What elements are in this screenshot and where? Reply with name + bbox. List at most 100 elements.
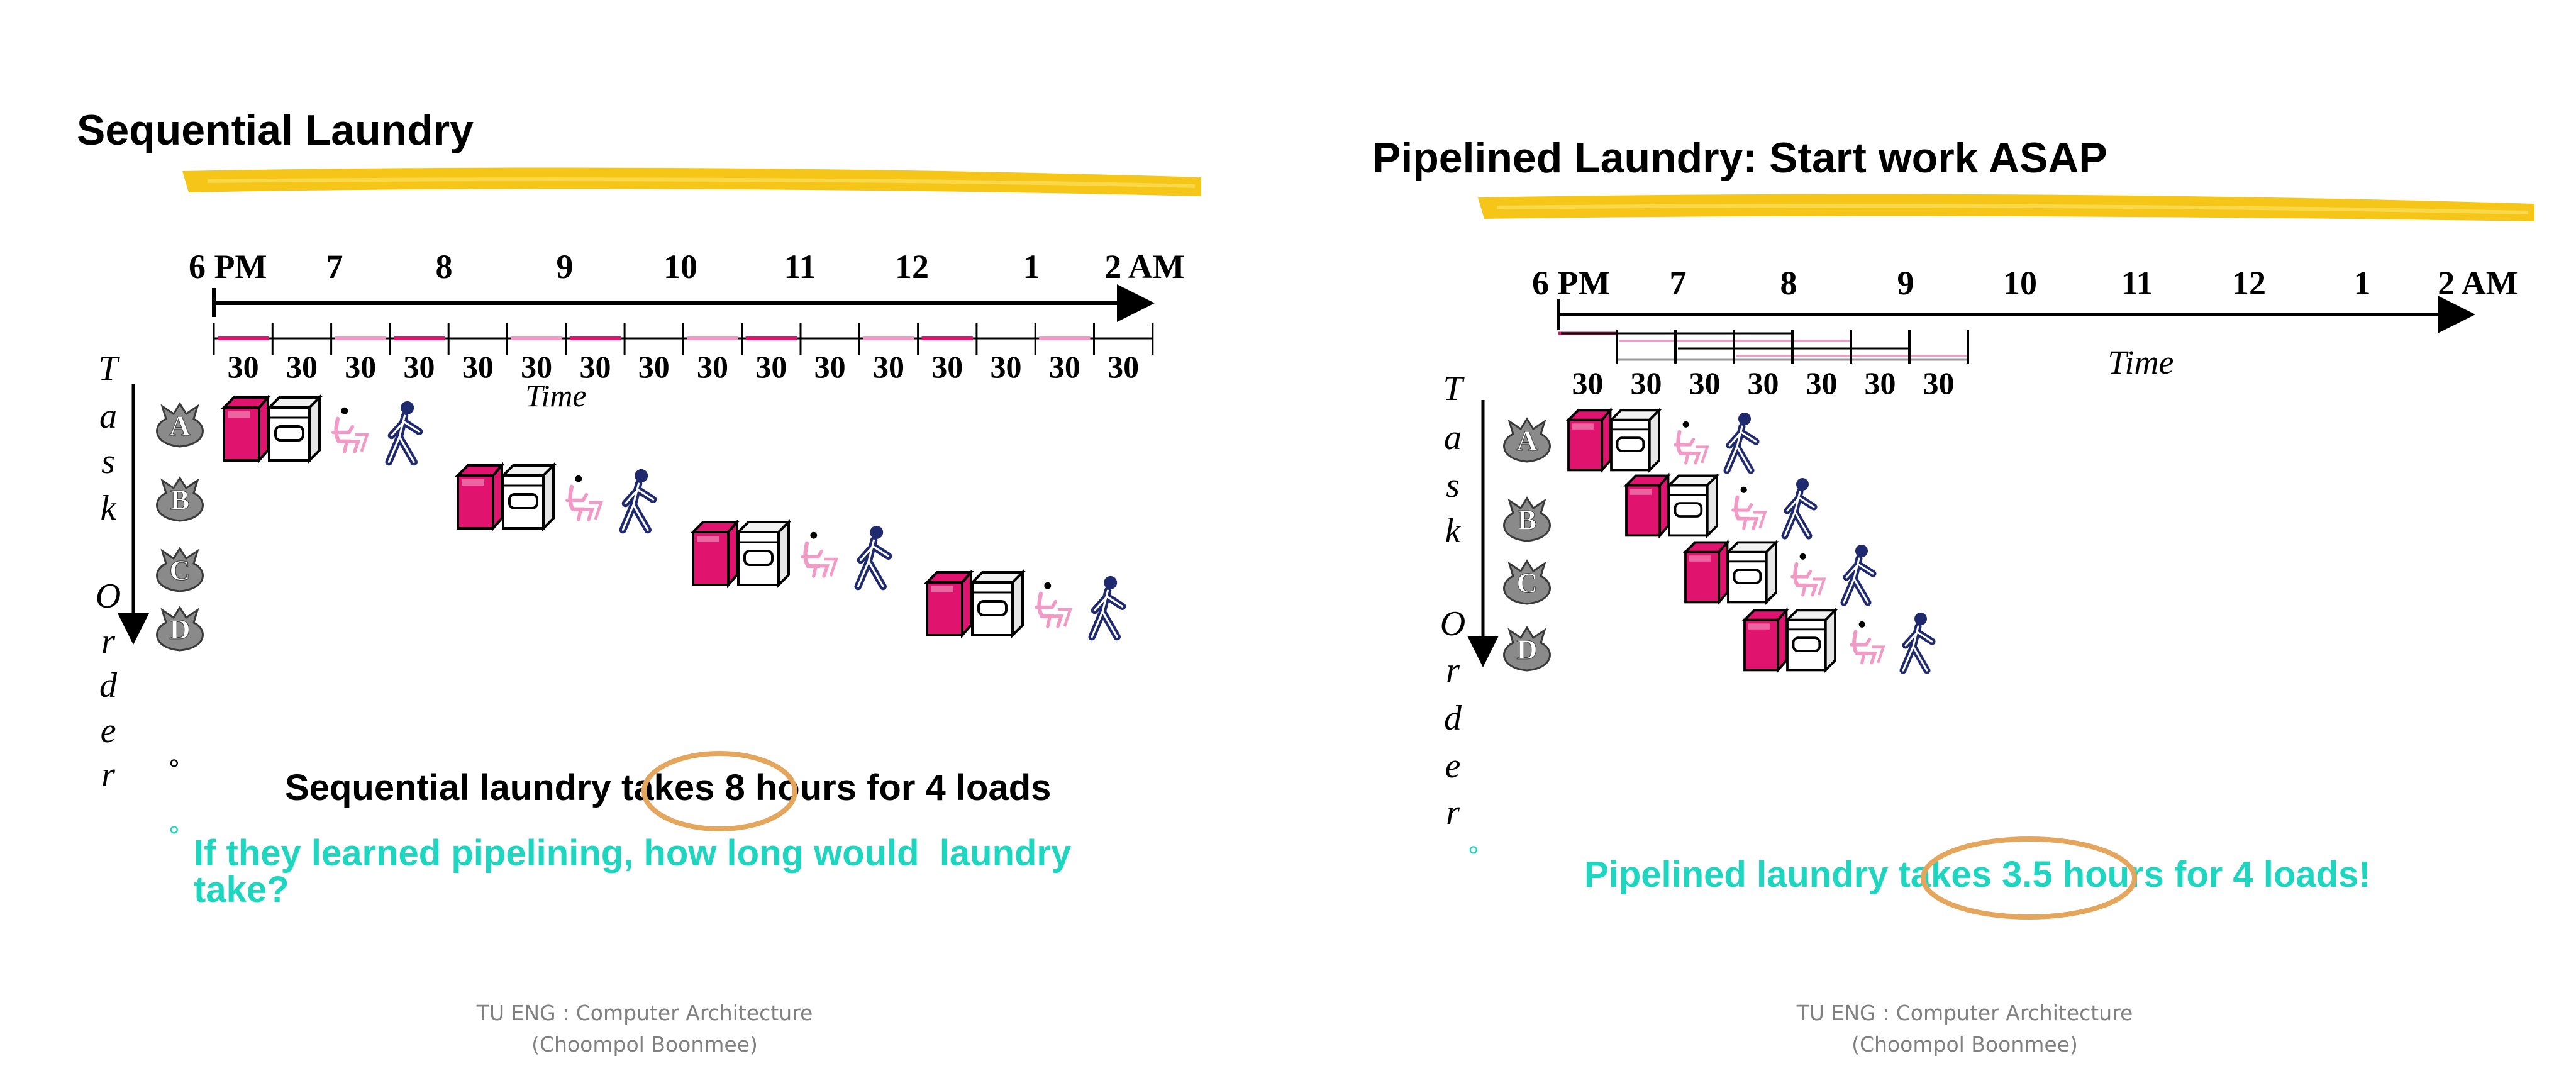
folder-icon — [1036, 582, 1070, 626]
right-slot-label: 30 — [1806, 365, 1838, 401]
left-time-ticks: 6 PM 7 8 9 10 11 12 1 2 AM — [189, 248, 1185, 286]
walker-icon — [389, 401, 419, 462]
left-footer-course: TU ENG : Computer Architecture — [476, 1001, 813, 1025]
right-time-axis — [1557, 296, 2475, 333]
right-load-rows — [1567, 409, 1932, 672]
left-bullet-2: ° If they learned pipelining, how long w… — [169, 821, 1071, 910]
left-bullet-2-line-1: If they learned pipelining, how long wou… — [194, 833, 1071, 874]
left-time-tick-label: 10 — [663, 248, 697, 286]
right-highlight-circle — [1921, 836, 2137, 920]
dryer-icon — [502, 464, 555, 530]
load-letter: A — [1516, 425, 1537, 457]
left-task-order-letter: e — [101, 711, 116, 750]
left-slot-label: 30 — [579, 349, 611, 384]
right-slot-label: 30 — [1923, 365, 1955, 401]
left-task-order-letter: r — [101, 622, 115, 661]
left-footer-author: (Choompol Boonmee) — [531, 1032, 758, 1057]
right-footer-author: (Choompol Boonmee) — [1852, 1032, 2078, 1057]
left-footer: TU ENG : Computer Architecture (Choompol… — [393, 997, 896, 1060]
left-slot-label: 30 — [697, 349, 728, 384]
dryer-icon — [1610, 409, 1660, 472]
washer-icon — [223, 396, 269, 462]
left-time-tick-label: 11 — [784, 248, 816, 286]
right-task-order-letter: r — [1446, 651, 1460, 690]
dryer-icon — [268, 396, 321, 462]
left-bullet-1: ° Sequential laundry takes 8 hours for 4… — [169, 751, 1122, 831]
left-task-order-letter: O — [96, 577, 121, 616]
left-slot-label: 30 — [1049, 349, 1080, 384]
left-load-bags: A B CD — [156, 403, 204, 652]
svg-text:Pipelined laundry takes 3.5 ho: Pipelined laundry takes 3.5 hours for 4 … — [1493, 854, 2441, 895]
right-bullet-post: for 4 loads! — [2164, 854, 2371, 895]
load-letter: B — [170, 484, 190, 516]
folder-icon — [1733, 487, 1765, 528]
left-time-tick-label: 1 — [1023, 248, 1040, 286]
svg-text:Sequential laundry takes 8 hou: Sequential laundry takes 8 hours for 4 l… — [194, 767, 1122, 808]
left-task-order-letter: T — [98, 349, 120, 388]
right-footer-course: TU ENG : Computer Architecture — [1796, 1001, 2133, 1025]
left-task-order-letter: s — [101, 442, 115, 481]
folder-icon — [1792, 553, 1824, 595]
right-time-label: Time — [2107, 343, 2174, 381]
walker-icon — [1785, 478, 1814, 536]
folder-icon — [1675, 421, 1707, 463]
left-time-label: Time — [525, 378, 586, 413]
left-slot-label: 30 — [638, 349, 670, 384]
right-task-order-letter: d — [1444, 699, 1462, 738]
left-slot-label: 30 — [404, 349, 435, 384]
left-time-tick-label: 9 — [557, 248, 574, 286]
walker-icon — [1727, 413, 1756, 470]
walker-icon — [1844, 545, 1873, 603]
right-time-tick-label: 8 — [1780, 264, 1797, 302]
load-letter: D — [1516, 633, 1537, 665]
right-time-tick-label: 6 PM — [1532, 264, 1610, 302]
washer-icon — [692, 521, 738, 586]
washer-icon — [457, 464, 503, 530]
left-task-order-letter: k — [101, 489, 117, 528]
right-slide-title: Pipelined Laundry: Start work ASAP — [1372, 134, 2107, 182]
dryer-icon — [737, 521, 790, 586]
washer-icon — [926, 571, 972, 636]
right-time-tick-label: 11 — [2121, 264, 2153, 302]
left-time-axis — [212, 284, 1155, 322]
left-slot-label: 30 — [814, 349, 846, 384]
left-slot-label: 30 — [931, 349, 963, 384]
svg-text:°: ° — [169, 754, 180, 785]
dryer-icon — [1668, 474, 1718, 537]
right-task-order-letter: e — [1445, 747, 1461, 786]
right-task-order-letter: T — [1443, 369, 1465, 408]
right-task-order-letter: O — [1440, 604, 1465, 643]
left-slot-label: 30 — [755, 349, 787, 384]
right-footer: TU ENG : Computer Architecture (Choompol… — [1713, 997, 2216, 1060]
right-time-tick-label: 7 — [1670, 264, 1687, 302]
left-task-order-letter: r — [101, 755, 115, 794]
left-time-tick-label: 6 PM — [189, 248, 267, 286]
left-bullet-2-line-2: take? — [194, 869, 289, 910]
right-time-tick-label: 10 — [2003, 264, 2037, 302]
walker-icon — [858, 526, 888, 587]
left-slot-labels: 30 30 30 30 30 30 30 30 30 30 30 30 30 30 30 30 — [228, 349, 1140, 384]
left-time-tick-label: 8 — [436, 248, 453, 286]
right-slot-label: 30 — [1748, 365, 1779, 401]
right-bullet-circled-text: 3.5 hours — [2002, 854, 2164, 895]
load-letter: A — [169, 409, 190, 442]
washer-icon — [1743, 609, 1788, 672]
left-slot-label: 30 — [873, 349, 904, 384]
walker-icon — [1903, 613, 1932, 670]
folder-icon — [802, 532, 836, 576]
left-slot-label: 30 — [228, 349, 259, 384]
left-time-tick-label: 7 — [326, 248, 343, 286]
left-time-tick-label: 2 AM — [1104, 248, 1185, 286]
folder-icon — [333, 408, 367, 452]
load-letter: C — [169, 554, 190, 586]
walker-icon — [623, 469, 653, 530]
left-slide-title: Sequential Laundry — [77, 106, 474, 154]
left-load-rows — [223, 396, 1123, 637]
left-slot-bar — [213, 323, 1154, 355]
left-bullet-1-post: for 4 loads — [857, 767, 1051, 808]
left-slot-label: 30 — [345, 349, 376, 384]
dryer-icon — [1786, 609, 1836, 672]
left-task-order-letter: d — [99, 666, 118, 705]
right-time-tick-label: 12 — [2232, 264, 2266, 302]
